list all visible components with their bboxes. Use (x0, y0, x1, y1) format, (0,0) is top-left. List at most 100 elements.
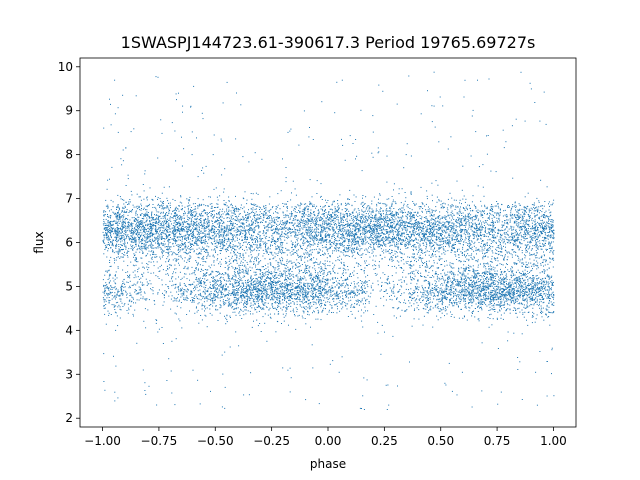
data-point (445, 221, 447, 223)
data-point (183, 229, 185, 231)
data-point (487, 228, 489, 230)
data-point (337, 203, 339, 205)
data-point (372, 228, 374, 230)
data-point (141, 257, 143, 259)
data-point (306, 247, 308, 249)
data-point (188, 224, 190, 226)
data-point (260, 207, 261, 209)
data-point (351, 219, 353, 221)
data-point (551, 246, 553, 248)
data-point (365, 220, 367, 222)
data-point (451, 239, 453, 241)
data-point (174, 268, 175, 270)
data-point (549, 243, 551, 245)
data-point (249, 247, 251, 249)
data-point (290, 240, 292, 242)
data-point (107, 207, 109, 209)
data-point (299, 205, 301, 207)
data-point (435, 251, 436, 253)
data-point (309, 255, 310, 257)
data-point (131, 236, 133, 238)
data-point (353, 251, 355, 253)
data-point (328, 235, 330, 237)
data-point (132, 209, 133, 210)
data-point (396, 260, 398, 262)
data-point (271, 230, 273, 231)
data-point (142, 252, 144, 254)
data-point (339, 222, 340, 224)
data-point (428, 254, 430, 256)
data-point (269, 209, 271, 211)
data-point (514, 294, 516, 296)
data-point (455, 255, 457, 257)
data-point (378, 266, 380, 268)
data-point (197, 244, 199, 246)
data-point (166, 212, 168, 213)
data-point (436, 237, 438, 239)
data-point (448, 214, 450, 216)
data-point (215, 242, 217, 244)
data-point (273, 232, 275, 234)
data-point (157, 292, 159, 294)
data-point (473, 237, 475, 239)
data-point (103, 222, 105, 224)
data-point (245, 229, 247, 231)
data-point (457, 274, 459, 276)
data-point (297, 283, 298, 285)
data-point (336, 236, 338, 237)
data-point (153, 253, 155, 255)
data-point (492, 211, 494, 213)
data-point (310, 211, 312, 213)
data-point (536, 233, 538, 235)
data-point (220, 244, 222, 246)
data-point (317, 299, 319, 301)
data-point (553, 199, 555, 201)
data-point (212, 217, 214, 219)
data-point (212, 235, 214, 236)
data-point (522, 313, 524, 315)
data-point (164, 246, 166, 248)
data-point (399, 226, 401, 228)
data-point (524, 283, 526, 285)
data-point (183, 276, 185, 278)
data-point (533, 286, 535, 288)
data-point (325, 239, 327, 241)
data-point (180, 233, 182, 235)
data-point (287, 207, 288, 209)
data-point (267, 215, 269, 217)
data-point (313, 249, 315, 251)
data-point (305, 264, 306, 266)
data-point (122, 243, 124, 245)
data-point (163, 225, 165, 227)
data-point (350, 213, 352, 215)
data-point (544, 231, 546, 233)
data-point (304, 277, 306, 279)
data-point (184, 238, 185, 240)
data-point (247, 273, 249, 275)
data-point (196, 226, 198, 228)
data-point (451, 245, 453, 247)
data-point (445, 242, 447, 244)
data-point (324, 213, 325, 214)
data-point (458, 211, 460, 213)
data-point (268, 217, 270, 219)
data-point (475, 225, 477, 227)
data-point (494, 212, 496, 214)
data-point (501, 279, 503, 281)
data-point (344, 214, 346, 216)
data-point (427, 266, 429, 268)
data-point (149, 235, 151, 237)
data-point (362, 220, 364, 222)
data-point (211, 220, 213, 222)
data-point (346, 235, 348, 237)
data-point (384, 220, 386, 222)
data-point (344, 291, 345, 293)
data-point (523, 209, 525, 211)
data-point (310, 215, 312, 217)
data-point (394, 214, 396, 216)
data-point (231, 227, 233, 229)
data-point (376, 243, 378, 245)
data-point (133, 231, 134, 233)
data-point (403, 280, 405, 282)
data-point (486, 280, 488, 282)
